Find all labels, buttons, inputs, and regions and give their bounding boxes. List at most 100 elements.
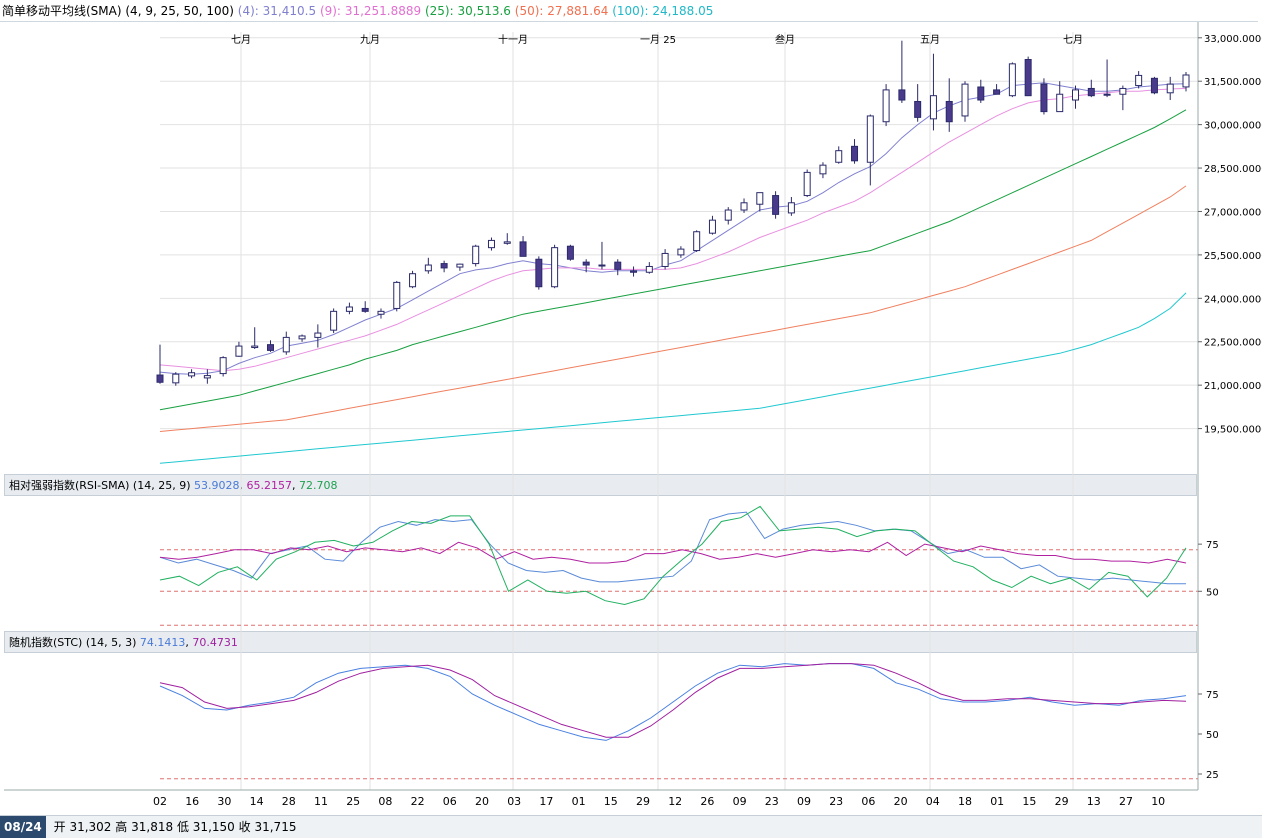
ma50-label: (50): xyxy=(514,4,544,18)
candle-down xyxy=(440,260,448,273)
price-tick-label: 22,500.0000 xyxy=(1204,338,1262,349)
candle-down xyxy=(156,344,164,384)
x-tick-label: 16 xyxy=(185,795,199,808)
x-tick-label: 10 xyxy=(1151,795,1165,808)
x-tick-label: 26 xyxy=(700,795,714,808)
candle-down xyxy=(1024,56,1032,97)
ma-line-4 xyxy=(159,82,1187,375)
low-label: 低 xyxy=(176,820,189,834)
month-label: 五月 xyxy=(920,34,940,46)
candle-body xyxy=(677,248,685,256)
rsi-params: (14, 25, 9) xyxy=(132,479,191,492)
x-tick-label: 02 xyxy=(153,795,167,808)
price-tick-label: 31,500.0000 xyxy=(1204,77,1262,88)
x-tick-label: 17 xyxy=(539,795,553,808)
close-label: 收 xyxy=(238,820,251,834)
footer-date: 08/24 xyxy=(0,816,46,838)
stc-line-d xyxy=(159,663,1187,738)
candle-body xyxy=(1087,87,1095,97)
candle-body xyxy=(1072,89,1080,101)
candle-up xyxy=(645,262,653,274)
x-tick-label: 20 xyxy=(894,795,908,808)
candle-up xyxy=(377,308,385,319)
x-tick-label: 20 xyxy=(475,795,489,808)
x-tick-label: 04 xyxy=(926,795,940,808)
candle-up xyxy=(819,162,827,179)
rsi-value: 53.9028 xyxy=(193,479,240,492)
candle-body xyxy=(282,336,290,353)
rsi-sma9-value: 72.708 xyxy=(298,479,338,492)
candle-up xyxy=(693,230,701,252)
price-tick-label: 33,000.0000 xyxy=(1204,34,1262,45)
month-label: 一月 25 xyxy=(640,34,676,46)
candle-body xyxy=(740,202,748,211)
candle-down xyxy=(519,236,527,257)
candle-body xyxy=(898,89,906,101)
x-tick-label: 11 xyxy=(314,795,328,808)
stc-d-value: 70.4731 xyxy=(192,636,238,649)
candle-body xyxy=(582,261,590,266)
x-tick-label: 09 xyxy=(733,795,747,808)
rsi-tick-label: 75 xyxy=(1206,540,1219,551)
candle-body xyxy=(251,345,259,349)
candle-up xyxy=(1182,72,1190,92)
x-tick-label: 06 xyxy=(443,795,457,808)
candle-up xyxy=(803,169,811,197)
stc-tick-label: 75 xyxy=(1206,690,1219,701)
price-tick-label: 21,000.0000 xyxy=(1204,381,1262,392)
candle-down xyxy=(1150,76,1158,95)
price-tick-label: 30,000.0000 xyxy=(1204,121,1262,132)
candle-down xyxy=(914,84,922,122)
high-value: 31,818 xyxy=(131,820,174,834)
candle-down xyxy=(851,139,859,164)
candle-body xyxy=(330,310,338,331)
candle-up xyxy=(961,81,969,122)
rsi-name: 相对强弱指数(RSI-SMA) xyxy=(9,479,130,492)
candle-body xyxy=(772,195,780,215)
month-label: 叁月 xyxy=(775,33,795,46)
candle-body xyxy=(993,89,1001,95)
candle-body xyxy=(235,345,243,357)
candle-up xyxy=(1103,59,1111,98)
rsi-sma25-value: 65.2157 xyxy=(246,479,292,492)
indicator-name: 简单移动平均线(SMA) xyxy=(2,4,122,18)
candle-up xyxy=(882,84,890,127)
candle-up xyxy=(251,327,259,349)
month-label: 七月 xyxy=(1063,34,1083,46)
candle-up xyxy=(172,372,180,386)
candle-down xyxy=(582,259,590,273)
candle-up xyxy=(1056,81,1064,113)
x-tick-label: 29 xyxy=(636,795,650,808)
candle-down xyxy=(898,40,906,103)
chart-canvas[interactable]: 七月 九月 十一月 一月 25 叁月 五月 七月 02 16 30 14 28 11 25 08 22 06 20… xyxy=(0,0,1262,815)
candle-body xyxy=(1119,87,1127,95)
x-tick-label: 27 xyxy=(1119,795,1133,808)
candle-body xyxy=(1040,83,1048,113)
candle-up xyxy=(409,270,417,289)
candle-up xyxy=(188,369,196,379)
candle-body xyxy=(598,264,606,267)
price-tick-label: 28,500.0000 xyxy=(1204,164,1262,175)
candle-down xyxy=(535,256,543,290)
candle-body xyxy=(519,241,527,257)
candle-up xyxy=(472,244,480,267)
candle-down xyxy=(1040,78,1048,115)
candle-down xyxy=(614,259,622,276)
price-tick-label: 27,000.0000 xyxy=(1204,207,1262,218)
candle-body xyxy=(851,145,859,162)
candle-body xyxy=(866,115,874,163)
candle-up xyxy=(1072,85,1080,109)
x-tick-label: 12 xyxy=(668,795,682,808)
low-value: 31,150 xyxy=(192,820,235,834)
candle-body xyxy=(661,252,669,267)
candle-up xyxy=(424,257,432,274)
candle-body xyxy=(219,357,227,375)
candle-body xyxy=(1056,93,1064,113)
x-tick-label: 15 xyxy=(1022,795,1036,808)
candle-up xyxy=(314,324,322,348)
x-tick-label: 06 xyxy=(861,795,875,808)
candle-body xyxy=(172,373,180,384)
ma-line-50 xyxy=(159,185,1187,432)
candle-body xyxy=(914,100,922,118)
candle-up xyxy=(929,53,937,131)
